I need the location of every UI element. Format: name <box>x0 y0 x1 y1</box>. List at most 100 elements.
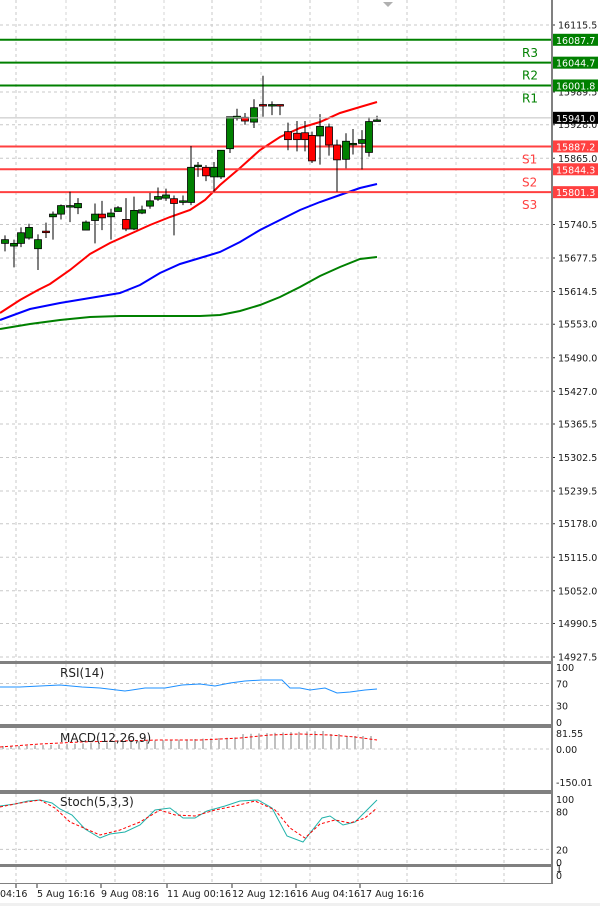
candle <box>233 108 241 121</box>
price-tick-label: 15740.5 <box>558 220 597 231</box>
price-tick-label: 15302.5 <box>558 453 597 464</box>
rsi-label: RSI(14) <box>60 666 104 680</box>
stoch-tick-label: 0 <box>556 858 562 869</box>
candle <box>284 122 292 151</box>
macd-histogram-bar <box>2 746 4 749</box>
macd-histogram-bar <box>114 742 116 749</box>
macd-histogram-bar <box>42 745 44 749</box>
price-tick-label: 15427.0 <box>558 387 597 398</box>
candle <box>194 161 202 177</box>
rsi-tick-label: 70 <box>556 680 568 691</box>
macd-label: MACD(12,26,9) <box>60 731 151 745</box>
svg-text:15844.3: 15844.3 <box>556 165 595 176</box>
candle <box>34 234 42 270</box>
candle <box>138 205 146 215</box>
candle <box>293 121 301 152</box>
candle <box>130 196 138 231</box>
time-tick-label: 17 Aug 16:16 <box>360 889 424 900</box>
current-price-tag: 15941.0 <box>553 111 598 125</box>
macd-histogram-bar <box>250 733 252 749</box>
macd-histogram-bar <box>178 739 180 749</box>
candle <box>162 188 170 201</box>
pane-separator[interactable] <box>0 883 553 884</box>
macd-histogram-bar <box>298 731 300 749</box>
rsi-tick-label: 30 <box>556 702 568 713</box>
macd-histogram-bar <box>202 738 204 749</box>
candle <box>250 99 258 128</box>
candle <box>179 195 187 206</box>
macd-histogram-bar <box>322 731 324 749</box>
svg-text:16087.7: 16087.7 <box>556 36 595 47</box>
level-price-tag-r3: 16087.7 <box>553 33 598 47</box>
macd-pane[interactable] <box>0 731 378 749</box>
macd-histogram-bar <box>106 742 108 749</box>
svg-text:15887.2: 15887.2 <box>556 142 595 153</box>
macd-histogram-bar <box>362 736 364 749</box>
level-price-tag-s2: 15844.3 <box>553 163 598 176</box>
pane-separator[interactable] <box>0 724 553 728</box>
stoch-pane[interactable] <box>0 799 378 843</box>
bottom-bar <box>0 903 600 906</box>
macd-histogram-bar <box>146 740 148 749</box>
macd-histogram-bar <box>226 737 228 749</box>
ma-slow-line <box>0 256 378 330</box>
rsi-pane[interactable] <box>0 679 378 694</box>
macd-histogram-bar <box>170 739 172 749</box>
time-tick-label: 9 Aug 08:16 <box>101 889 159 900</box>
candle <box>122 198 130 232</box>
candle <box>154 187 162 201</box>
candle <box>107 208 115 240</box>
pane-separator[interactable] <box>0 790 553 794</box>
candle <box>226 116 234 153</box>
macd-histogram-bar <box>186 739 188 749</box>
macd-histogram-bar <box>18 746 20 749</box>
rsi-tick-label: 0 <box>556 718 562 729</box>
candle <box>114 206 122 212</box>
level-name-s2: S2 <box>522 175 537 189</box>
macd-histogram-bar <box>218 738 220 749</box>
pane-separator[interactable] <box>0 864 553 867</box>
candle <box>342 133 350 169</box>
candle <box>187 146 195 206</box>
time-tick-label: 16 Aug 04:16 <box>296 889 360 900</box>
level-name-s1: S1 <box>522 152 537 166</box>
level-name-r2: R2 <box>522 69 538 83</box>
macd-histogram-bar <box>290 732 292 749</box>
candle <box>66 191 74 223</box>
time-tick-label: 5 Aug 16:16 <box>37 889 95 900</box>
price-tick-label: 15614.5 <box>558 287 597 298</box>
candle <box>268 101 276 116</box>
price-tick-label: 14990.5 <box>558 619 597 630</box>
macd-histogram-bar <box>242 734 244 749</box>
candle <box>333 139 341 192</box>
scroll-shift-marker-icon[interactable] <box>383 2 393 7</box>
macd-histogram-bar <box>258 733 260 749</box>
pane-separator[interactable] <box>0 661 553 664</box>
candle <box>10 239 18 268</box>
macd-histogram-bar <box>98 742 100 749</box>
empty-pane-tick-label: 1 <box>556 864 562 875</box>
macd-histogram-bar <box>194 739 196 749</box>
macd-tick-label: -150.01 <box>556 778 593 789</box>
macd-histogram-bar <box>138 741 140 749</box>
svg-text:16044.7: 16044.7 <box>556 59 595 70</box>
stoch-main-line <box>0 799 378 843</box>
macd-histogram-bar <box>66 744 68 749</box>
candle <box>365 117 373 157</box>
candle <box>241 113 249 125</box>
candle <box>217 149 225 180</box>
macd-histogram-bar <box>82 743 84 749</box>
stoch-tick-label: 100 <box>556 795 574 806</box>
candle <box>17 227 25 248</box>
price-pane[interactable]: R3 R2 R1 S1 S2 S3 <box>0 38 552 330</box>
level-price-tag-s1: 15887.2 <box>553 140 598 153</box>
macd-histogram-bar <box>338 734 340 749</box>
rsi-tick-label: 100 <box>556 663 574 674</box>
price-tick-label: 15928.0 <box>558 120 597 131</box>
candle <box>1 235 9 252</box>
macd-histogram-bar <box>330 734 332 749</box>
macd-histogram-bar <box>154 740 156 749</box>
macd-histogram-bar <box>210 738 212 749</box>
